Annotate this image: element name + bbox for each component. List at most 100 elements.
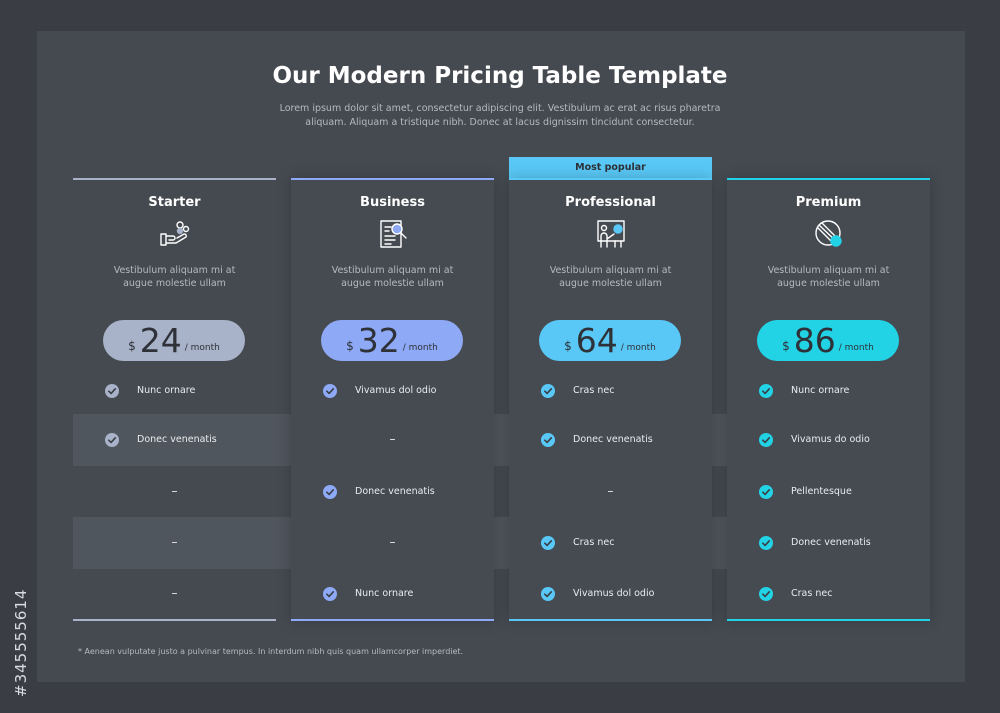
feature-row: – xyxy=(509,466,712,518)
side-id-text: #345555614 xyxy=(12,588,30,697)
check-icon xyxy=(759,433,773,447)
price-amount: 32 xyxy=(357,321,400,360)
feature-label: Donec venenatis xyxy=(791,537,871,548)
price-amount: 24 xyxy=(139,321,182,360)
plan-name: Professional xyxy=(565,195,656,210)
feature-row: – xyxy=(291,517,494,569)
feature-not-included: – xyxy=(389,432,396,446)
check-icon xyxy=(759,384,773,398)
plan-top-line xyxy=(73,178,276,180)
plan-description: Vestibulum aliquam mi at augue molestie u… xyxy=(93,264,256,290)
footnote: * Aenean vulputate justo a pulvinar temp… xyxy=(78,647,464,656)
feature-row: – xyxy=(73,568,276,620)
price-button[interactable]: $32/ month xyxy=(321,320,463,361)
plan-description: Vestibulum aliquam mi at augue molestie u… xyxy=(529,264,692,290)
plan-description-line-2: augue molestie ullam xyxy=(341,278,444,289)
plan-column-starter: Starter Vestibulum aliquam mi at augue mol… xyxy=(73,178,276,621)
check-icon xyxy=(105,433,119,447)
feature-row: Cras nec xyxy=(509,365,712,417)
check-icon xyxy=(323,587,337,601)
plan-description: Vestibulum aliquam mi at augue molestie u… xyxy=(311,264,474,290)
plan-description-line-1: Vestibulum aliquam mi at xyxy=(113,265,236,276)
plan-description: Vestibulum aliquam mi at augue molestie u… xyxy=(747,264,910,290)
feature-label: Pellentesque xyxy=(791,486,852,497)
feature-row: – xyxy=(73,466,276,518)
feature-row: Nunc ornare xyxy=(73,365,276,417)
plan-name: Premium xyxy=(795,195,862,210)
price-currency: $ xyxy=(128,338,136,353)
most-popular-badge: Most popular xyxy=(509,157,712,179)
feature-row: – xyxy=(73,517,276,569)
check-icon xyxy=(541,587,555,601)
feature-label: Nunc ornare xyxy=(137,385,196,396)
feature-row: Donec venenatis xyxy=(509,414,712,466)
feature-row: Vivamus do odio xyxy=(727,414,930,466)
plan-description-line-1: Vestibulum aliquam mi at xyxy=(331,265,454,276)
price-period: / month xyxy=(184,342,220,353)
check-icon xyxy=(541,536,555,550)
price-amount: 64 xyxy=(575,321,618,360)
check-icon xyxy=(759,536,773,550)
subtitle-line-1: Lorem ipsum dolor sit amet, consectetur … xyxy=(279,103,721,114)
feature-label: Nunc ornare xyxy=(355,588,414,599)
price-currency: $ xyxy=(564,338,572,353)
plan-column-professional: Professional Vestibulum aliquam mi at augu… xyxy=(509,178,712,621)
document-search-icon xyxy=(377,218,409,250)
check-icon xyxy=(759,485,773,499)
plan-bottom-line xyxy=(73,619,276,621)
price-period: / month xyxy=(402,342,438,353)
feature-row: Donec venenatis xyxy=(727,517,930,569)
plan-description-line-2: augue molestie ullam xyxy=(123,278,226,289)
feature-not-included: – xyxy=(171,586,178,600)
plan-name: Starter xyxy=(148,195,201,210)
price-button[interactable]: $24/ month xyxy=(103,320,245,361)
feature-label: Cras nec xyxy=(791,588,833,599)
page-title: Our Modern Pricing Table Template xyxy=(272,63,728,89)
check-icon xyxy=(323,485,337,499)
check-icon xyxy=(323,384,337,398)
plan-column-business: Business Vestibulum aliquam mi at augue mo… xyxy=(291,178,494,621)
plan-description-line-2: augue molestie ullam xyxy=(559,278,662,289)
feature-row: Cras nec xyxy=(727,568,930,620)
feature-not-included: – xyxy=(607,484,614,498)
price-button[interactable]: $64/ month xyxy=(539,320,681,361)
feature-row: Vivamus dol odio xyxy=(509,568,712,620)
price-currency: $ xyxy=(782,338,790,353)
price-period: / month xyxy=(620,342,656,353)
hand-coins-icon xyxy=(159,218,191,250)
feature-label: Cras nec xyxy=(573,385,615,396)
check-icon xyxy=(759,587,773,601)
feature-not-included: – xyxy=(171,535,178,549)
feature-row: Nunc ornare xyxy=(727,365,930,417)
price-period: / month xyxy=(838,342,874,353)
plan-top-line xyxy=(727,178,930,180)
plan-column-premium: Premium Vestibulum aliquam mi at augue mol… xyxy=(727,178,930,621)
feature-label: Vivamus dol odio xyxy=(355,385,437,396)
subtitle-line-2: aliquam. Aliquam a tristique nibh. Donec… xyxy=(305,117,695,128)
side-id-label: #345555614 xyxy=(12,477,30,697)
feature-label: Cras nec xyxy=(573,537,615,548)
page-subtitle: Lorem ipsum dolor sit amet, consectetur … xyxy=(250,102,750,130)
plan-name: Business xyxy=(360,195,425,210)
plan-description-line-1: Vestibulum aliquam mi at xyxy=(767,265,890,276)
feature-label: Donec venenatis xyxy=(573,434,653,445)
feature-label: Vivamus dol odio xyxy=(573,588,655,599)
feature-row: Donec venenatis xyxy=(291,466,494,518)
feature-label: Vivamus do odio xyxy=(791,434,870,445)
plan-bottom-line xyxy=(291,619,494,621)
feature-row: Donec venenatis xyxy=(73,414,276,466)
presentation-icon xyxy=(595,218,627,250)
check-icon xyxy=(541,433,555,447)
check-icon xyxy=(105,384,119,398)
pie-chart-icon xyxy=(813,218,845,250)
feature-row: Vivamus dol odio xyxy=(291,365,494,417)
feature-not-included: – xyxy=(389,535,396,549)
plan-bottom-line xyxy=(727,619,930,621)
plan-description-line-2: augue molestie ullam xyxy=(777,278,880,289)
feature-row: Nunc ornare xyxy=(291,568,494,620)
feature-label: Donec venenatis xyxy=(355,486,435,497)
feature-not-included: – xyxy=(171,484,178,498)
check-icon xyxy=(541,384,555,398)
plan-description-line-1: Vestibulum aliquam mi at xyxy=(549,265,672,276)
price-button[interactable]: $86/ month xyxy=(757,320,899,361)
